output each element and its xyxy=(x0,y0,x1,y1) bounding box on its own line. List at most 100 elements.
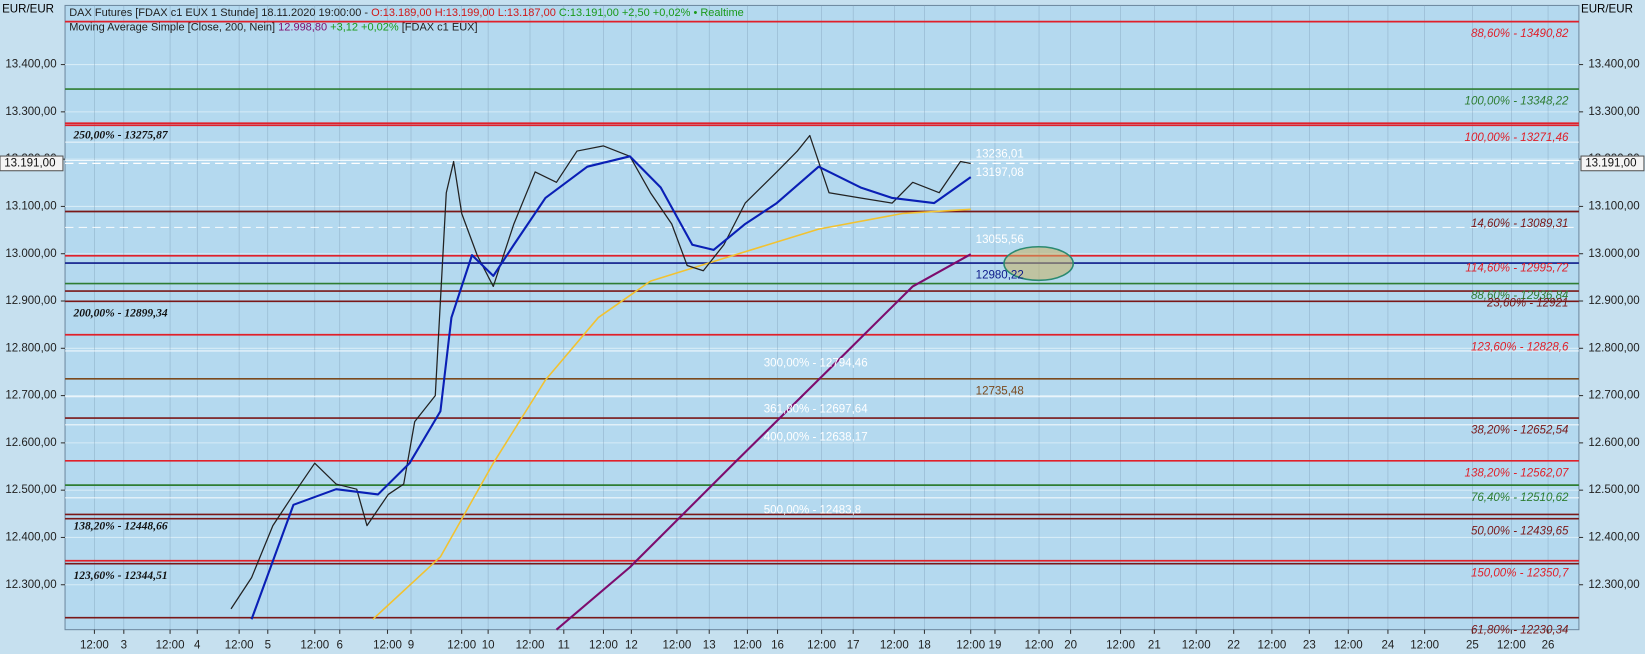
x-tick-label: 23 xyxy=(1303,639,1316,651)
level-label: 38,20% - 12652,54 xyxy=(1471,425,1568,437)
x-tick-label: 12:00 xyxy=(807,639,836,651)
x-tick-label: 12:00 xyxy=(80,639,109,651)
x-tick-label: 21 xyxy=(1148,639,1161,651)
level-label: 100,00% - 13348,22 xyxy=(1465,96,1569,108)
x-tick-label: 12:00 xyxy=(1334,639,1363,651)
y-tick-label: 12.900,00 xyxy=(5,295,56,307)
series xyxy=(230,134,972,631)
y-tick-label: 12.800,00 xyxy=(1588,342,1639,354)
levels xyxy=(65,20,1579,619)
level-label: 500,00% - 12483,8 xyxy=(764,504,861,516)
highlight-ellipse xyxy=(1003,245,1075,282)
level-label: 76,40% - 12510,62 xyxy=(1471,492,1569,504)
price-line xyxy=(230,134,971,610)
x-tick-label: 12:00 xyxy=(956,639,985,651)
x-tick-label: 16 xyxy=(771,639,784,651)
header-ohl: O:13.189,00 H:13.199,00 L:13.187,00 xyxy=(371,7,556,19)
y-tick-label: 13.300,00 xyxy=(5,106,56,118)
level-label: 114,60% - 12995,72 xyxy=(1465,262,1569,274)
x-tick-label: 12:00 xyxy=(1497,639,1526,651)
y-tick-label: 13.000,00 xyxy=(1588,248,1639,260)
x-tick-label: 12:00 xyxy=(1106,639,1135,651)
x-tick-label: 3 xyxy=(121,639,127,651)
axis-unit: EUR/EUR xyxy=(2,4,54,16)
y-tick-label: 12.700,00 xyxy=(1588,390,1639,402)
y-tick-label: 12.600,00 xyxy=(5,437,56,449)
indicator-symbol: [FDAX c1 EUX] xyxy=(402,21,478,33)
header-close: C:13.191,00 +2,50 +0,02% • Realtime xyxy=(559,7,744,19)
level-label: 123,60% - 12344,51 xyxy=(73,570,167,582)
level-label: 12980,22 xyxy=(976,270,1024,282)
y-tick-label: 12.300,00 xyxy=(1588,579,1639,591)
y-tick-label: 12.500,00 xyxy=(1588,484,1639,496)
level-label: 123,60% - 12828,6 xyxy=(1471,341,1569,353)
axis-unit: EUR/EUR xyxy=(1581,4,1633,16)
indicator-change: +3,12 +0,02% xyxy=(330,21,399,33)
header-line: Moving Average Simple [Close, 200, Nein]… xyxy=(69,21,477,33)
x-tick-label: 12:00 xyxy=(447,639,476,651)
level-label: 88,60% - 12936,84 xyxy=(1471,290,1568,302)
y-tick-label: 13.400,00 xyxy=(1588,59,1639,71)
x-tick-label: 12:00 xyxy=(733,639,762,651)
x-tick-label: 12:00 xyxy=(300,639,329,651)
x-tick-label: 13 xyxy=(703,639,716,651)
x-tick-label: 12:00 xyxy=(1182,639,1211,651)
y-tick-label: 12.300,00 xyxy=(5,579,56,591)
last-price-label: 13.191,00 xyxy=(4,157,55,169)
x-tick-label: 24 xyxy=(1382,639,1395,651)
price-line xyxy=(250,155,972,620)
y-tick-label: 13.100,00 xyxy=(1588,200,1639,212)
y-tick-label: 12.800,00 xyxy=(5,342,56,354)
y-tick-label: 13.000,00 xyxy=(5,248,56,260)
y-tick-label: 12.700,00 xyxy=(5,390,56,402)
y-tick-label: 13.100,00 xyxy=(5,200,56,212)
x-tick-label: 5 xyxy=(265,639,271,651)
x-tick-label: 12:00 xyxy=(662,639,691,651)
y-tick-label: 12.400,00 xyxy=(1588,532,1639,544)
last-price-box xyxy=(0,155,64,172)
level-label: 400,00% - 12638,17 xyxy=(764,431,868,443)
level-label: 150,00% - 12350,7 xyxy=(1471,567,1569,579)
level-label: 361,80% - 12697,64 xyxy=(764,403,868,415)
grid xyxy=(65,5,1579,630)
x-tick-label: 25 xyxy=(1466,639,1479,651)
x-tick-label: 9 xyxy=(408,639,414,651)
x-tick-label: 12:00 xyxy=(1410,639,1439,651)
x-tick-label: 12:00 xyxy=(880,639,909,651)
y-tick-label: 13.300,00 xyxy=(1588,106,1639,118)
level-label: 12735,48 xyxy=(976,385,1024,397)
level-label: 88,60% - 13490,82 xyxy=(1471,28,1569,40)
x-tick-label: 11 xyxy=(558,639,570,651)
level-label: 13197,08 xyxy=(976,167,1024,179)
level-label: 13236,01 xyxy=(976,149,1024,161)
y-tick-label: 12.500,00 xyxy=(5,484,56,496)
x-tick-label: 12:00 xyxy=(1257,639,1286,651)
x-tick-label: 12:00 xyxy=(516,639,545,651)
x-tick-label: 12 xyxy=(625,639,638,651)
header-text: DAX Futures [FDAX c1 EUX 1 Stunde] 18.11… xyxy=(69,7,368,19)
level-label: 138,20% - 12562,07 xyxy=(1465,467,1569,479)
x-tick-label: 17 xyxy=(847,639,860,651)
level-label: 250,00% - 13275,87 xyxy=(72,129,168,141)
x-tick-label: 10 xyxy=(482,639,495,651)
x-tick-label: 4 xyxy=(194,639,201,651)
indicator-name: Moving Average Simple [Close, 200, Nein] xyxy=(69,21,275,33)
level-label: 300,00% - 12794,46 xyxy=(764,358,868,370)
y-tick-label: 12.900,00 xyxy=(1588,295,1639,307)
x-tick-label: 12:00 xyxy=(1025,639,1054,651)
level-label: 200,00% - 12899,34 xyxy=(72,308,167,320)
level-label: 50,00% - 12439,65 xyxy=(1471,525,1569,537)
x-tick-label: 12:00 xyxy=(373,639,402,651)
level-label: 14,60% - 13089,31 xyxy=(1471,218,1568,230)
price-line xyxy=(372,208,971,620)
y-tick-label: 12.400,00 xyxy=(5,532,56,544)
x-tick-label: 20 xyxy=(1064,639,1077,651)
x-tick-label: 12:00 xyxy=(156,639,185,651)
level-label: 100,00% - 13271,46 xyxy=(1465,132,1569,144)
x-tick-label: 26 xyxy=(1542,639,1555,651)
x-tick-label: 18 xyxy=(918,639,931,651)
header-line: DAX Futures [FDAX c1 EUX 1 Stunde] 18.11… xyxy=(69,7,744,19)
level-label: 23,60% - 12921 xyxy=(1486,298,1568,310)
last-price-box xyxy=(1580,155,1645,172)
level-label: 61,80% - 12230,34 xyxy=(1471,624,1568,636)
